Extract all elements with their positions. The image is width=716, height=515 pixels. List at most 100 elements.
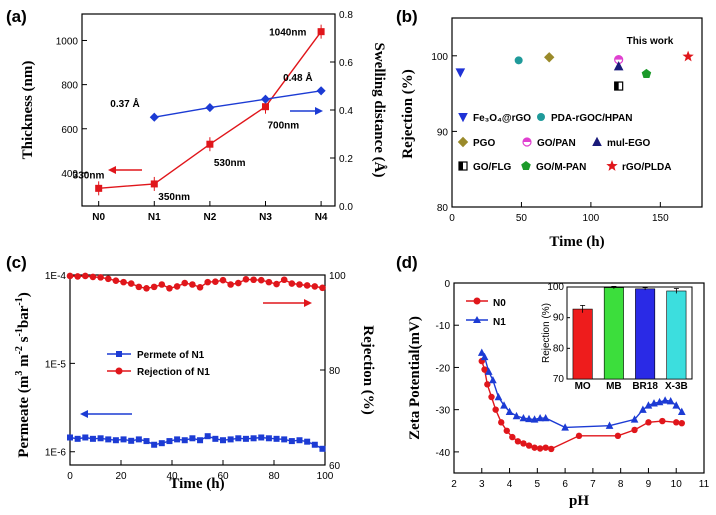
permeate-point	[212, 435, 219, 442]
panel-a-y2tick-label: 0.4	[339, 106, 353, 117]
n0-point	[520, 440, 527, 447]
permeate-point	[204, 433, 211, 440]
inset-category-label: MO	[575, 381, 591, 392]
n1-point	[512, 411, 521, 420]
n1-point	[480, 352, 489, 361]
n1-point	[489, 375, 497, 384]
n0-point	[509, 433, 516, 441]
permeate-point	[281, 436, 288, 443]
panel-b-xtick-label: 0	[449, 213, 455, 224]
n0-point	[514, 438, 522, 445]
panel-d-ylabel: Zeta Potential(mV)	[407, 316, 423, 440]
rejection-point-go-pan	[614, 54, 624, 65]
panel-a-y2tick-label: 0.2	[339, 154, 353, 165]
inset-ytick-label: 70	[553, 374, 565, 385]
permeate-point	[197, 437, 204, 444]
rejection-point	[143, 285, 150, 292]
inset-ytick-label: 90	[553, 313, 565, 324]
rejection-point	[311, 283, 319, 290]
rejection-point	[219, 276, 227, 284]
rejection-point	[127, 280, 135, 287]
rejection-point-go-flg-fill	[614, 82, 619, 91]
n1-point	[477, 348, 486, 356]
n1-point	[561, 423, 569, 431]
panel-d-frame	[453, 282, 705, 474]
rejection-point	[66, 272, 74, 280]
legend-label: rGO/PLDA	[622, 162, 671, 173]
n0-point	[531, 444, 538, 451]
n0-point	[481, 366, 488, 373]
n0-point	[525, 442, 533, 449]
n1-point	[505, 407, 514, 415]
permeate-point	[311, 441, 318, 448]
rejection-point	[265, 278, 273, 286]
panel-b: (b) 0 50 100 150 80 90 100 Rejection (%) Time …	[396, 7, 703, 250]
panel-b-ylabel: Rejection (%)	[400, 69, 416, 159]
panel-b-xtick-label: 50	[516, 213, 528, 224]
swelling-point	[316, 86, 326, 96]
legend-n0: N0	[493, 298, 506, 309]
permeate-point	[273, 435, 280, 442]
n0-point	[492, 406, 499, 413]
rejection-point	[150, 283, 158, 291]
n0-point	[488, 393, 495, 401]
panel-c-ytick-label: 1E-6	[45, 448, 67, 459]
rejection-point	[189, 281, 196, 288]
permeate-point	[258, 434, 265, 441]
n0-point	[542, 444, 549, 451]
inset-bar-br18	[635, 288, 656, 380]
permeate-point	[242, 435, 249, 442]
swelling-point	[260, 94, 271, 104]
rejection-point	[250, 276, 257, 284]
panel-a-annotation: 0.48 Å	[283, 71, 312, 84]
panel-d-ytick-label: 0	[444, 279, 450, 290]
panel-b-ytick-label: 80	[437, 203, 449, 214]
rejection-point	[112, 277, 120, 285]
permeate-point	[82, 434, 89, 441]
rejection-point	[120, 278, 127, 286]
legend-marker-go-pan-fill	[523, 138, 531, 142]
rejection-point	[235, 279, 242, 287]
n1-point	[661, 396, 669, 404]
rejection-point	[288, 280, 296, 287]
panel-a-xtick-label: N4	[315, 212, 328, 223]
rejection-point	[319, 284, 326, 292]
n0-point	[614, 432, 622, 440]
panel-a-xtick-label: N0	[92, 212, 105, 223]
panel-a-annotation: 530nm	[214, 158, 246, 169]
permeate-point	[143, 438, 150, 445]
panel-a-xtick-label: N1	[148, 212, 161, 223]
panel-b-frame	[451, 17, 703, 208]
rejection-point	[173, 283, 181, 290]
rejection-point	[204, 278, 211, 286]
rejection-point	[212, 278, 219, 285]
panel-c-ytick-label: 1E-5	[45, 359, 67, 370]
legend-marker-go-flg-fill	[459, 162, 463, 170]
permeate-point	[97, 435, 104, 442]
n1-point	[541, 413, 550, 422]
panel-d-ytick-label: -10	[436, 321, 451, 332]
permeate-point	[89, 435, 96, 442]
n0-point	[548, 445, 555, 453]
swelling-point	[205, 103, 215, 113]
rejection-point	[135, 283, 143, 291]
legend-label: GO/FLG	[473, 162, 512, 173]
n1-point	[639, 405, 647, 413]
n1-point	[530, 415, 539, 423]
panel-d-xtick-label: 8	[618, 479, 624, 490]
permeate-point	[304, 438, 311, 445]
panel-c-xtick-label: 60	[217, 471, 229, 482]
rejection-point	[74, 273, 81, 280]
rejection-point	[242, 275, 250, 283]
rejection-line	[69, 275, 323, 290]
panel-a-y2tick-label: 0.6	[339, 58, 353, 69]
panel-d-xtick-label: 5	[535, 479, 541, 490]
panel-a-y2tick-label: 0.8	[339, 10, 353, 21]
legend-marker-go-pan	[522, 137, 532, 147]
inset-category-label: MB	[606, 381, 622, 392]
legend-permeate: Permete of N1	[137, 350, 205, 361]
n0-point	[673, 419, 680, 426]
panel-a-xtick-label: N2	[203, 212, 216, 223]
permeate-point	[189, 435, 196, 442]
rejection-point	[89, 273, 97, 281]
